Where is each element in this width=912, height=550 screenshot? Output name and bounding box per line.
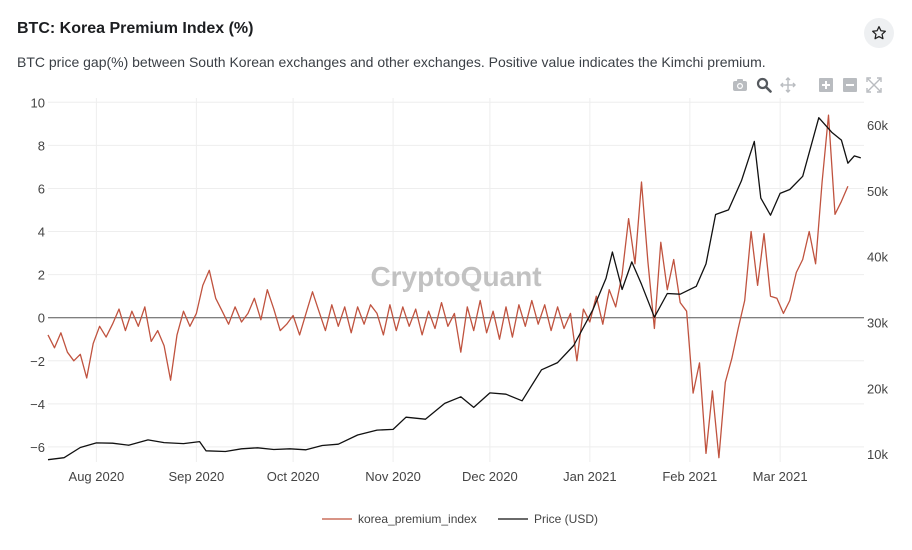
x-tick-label: Jan 2021: [563, 469, 617, 484]
y-tick-label: 10: [31, 95, 45, 110]
chart-toolbar: [728, 76, 886, 94]
y-tick-label: −6: [30, 440, 45, 455]
autoscale-icon[interactable]: [862, 76, 886, 94]
y-tick-label: −4: [30, 397, 45, 412]
zoom-out-icon[interactable]: [838, 76, 862, 94]
series-layer: [47, 114, 861, 461]
x-tick-label: Oct 2020: [267, 469, 320, 484]
y-tick-label: 0: [38, 311, 45, 326]
series-line-price: [47, 117, 861, 461]
y2-tick-label: 20k: [867, 381, 888, 396]
y2-tick-label: 40k: [867, 250, 888, 265]
x-tick-label: Nov 2020: [365, 469, 421, 484]
y-tick-label: 8: [38, 138, 45, 153]
y-tick-label: 6: [38, 181, 45, 196]
legend: korea_premium_index Price (USD): [322, 512, 598, 526]
y-axis-left: 10 8 6 4 2 0 −2 −4 −6: [30, 95, 45, 455]
x-tick-label: Feb 2021: [662, 469, 717, 484]
x-tick-label: Mar 2021: [753, 469, 808, 484]
chart-grid: [48, 98, 864, 462]
x-tick-label: Aug 2020: [69, 469, 125, 484]
legend-label[interactable]: korea_premium_index: [358, 512, 477, 526]
x-axis: Aug 2020 Sep 2020 Oct 2020 Nov 2020 Dec 2020…: [69, 469, 808, 484]
watermark: CryptoQuant: [370, 261, 541, 292]
zoom-in-icon[interactable]: [814, 76, 838, 94]
y2-tick-label: 30k: [867, 315, 888, 330]
y-tick-label: 4: [38, 225, 45, 240]
y2-tick-label: 60k: [867, 118, 888, 133]
y-axis-right: 60k 50k 40k 30k 20k 10k: [867, 118, 888, 462]
camera-icon[interactable]: [728, 76, 752, 94]
y-tick-label: −2: [30, 354, 45, 369]
series-line-korea-premium: [47, 114, 849, 459]
y2-tick-label: 10k: [867, 447, 888, 462]
zoom-icon[interactable]: [752, 76, 776, 94]
legend-label[interactable]: Price (USD): [534, 512, 598, 526]
favorite-button[interactable]: [864, 18, 894, 48]
x-tick-label: Dec 2020: [462, 469, 518, 484]
pan-icon[interactable]: [776, 76, 800, 94]
y-tick-label: 2: [38, 268, 45, 283]
page-title: BTC: Korea Premium Index (%): [17, 20, 254, 37]
page-subtitle: BTC price gap(%) between South Korean ex…: [17, 54, 766, 70]
y2-tick-label: 50k: [867, 184, 888, 199]
star-icon: [872, 26, 886, 40]
x-tick-label: Sep 2020: [169, 469, 225, 484]
